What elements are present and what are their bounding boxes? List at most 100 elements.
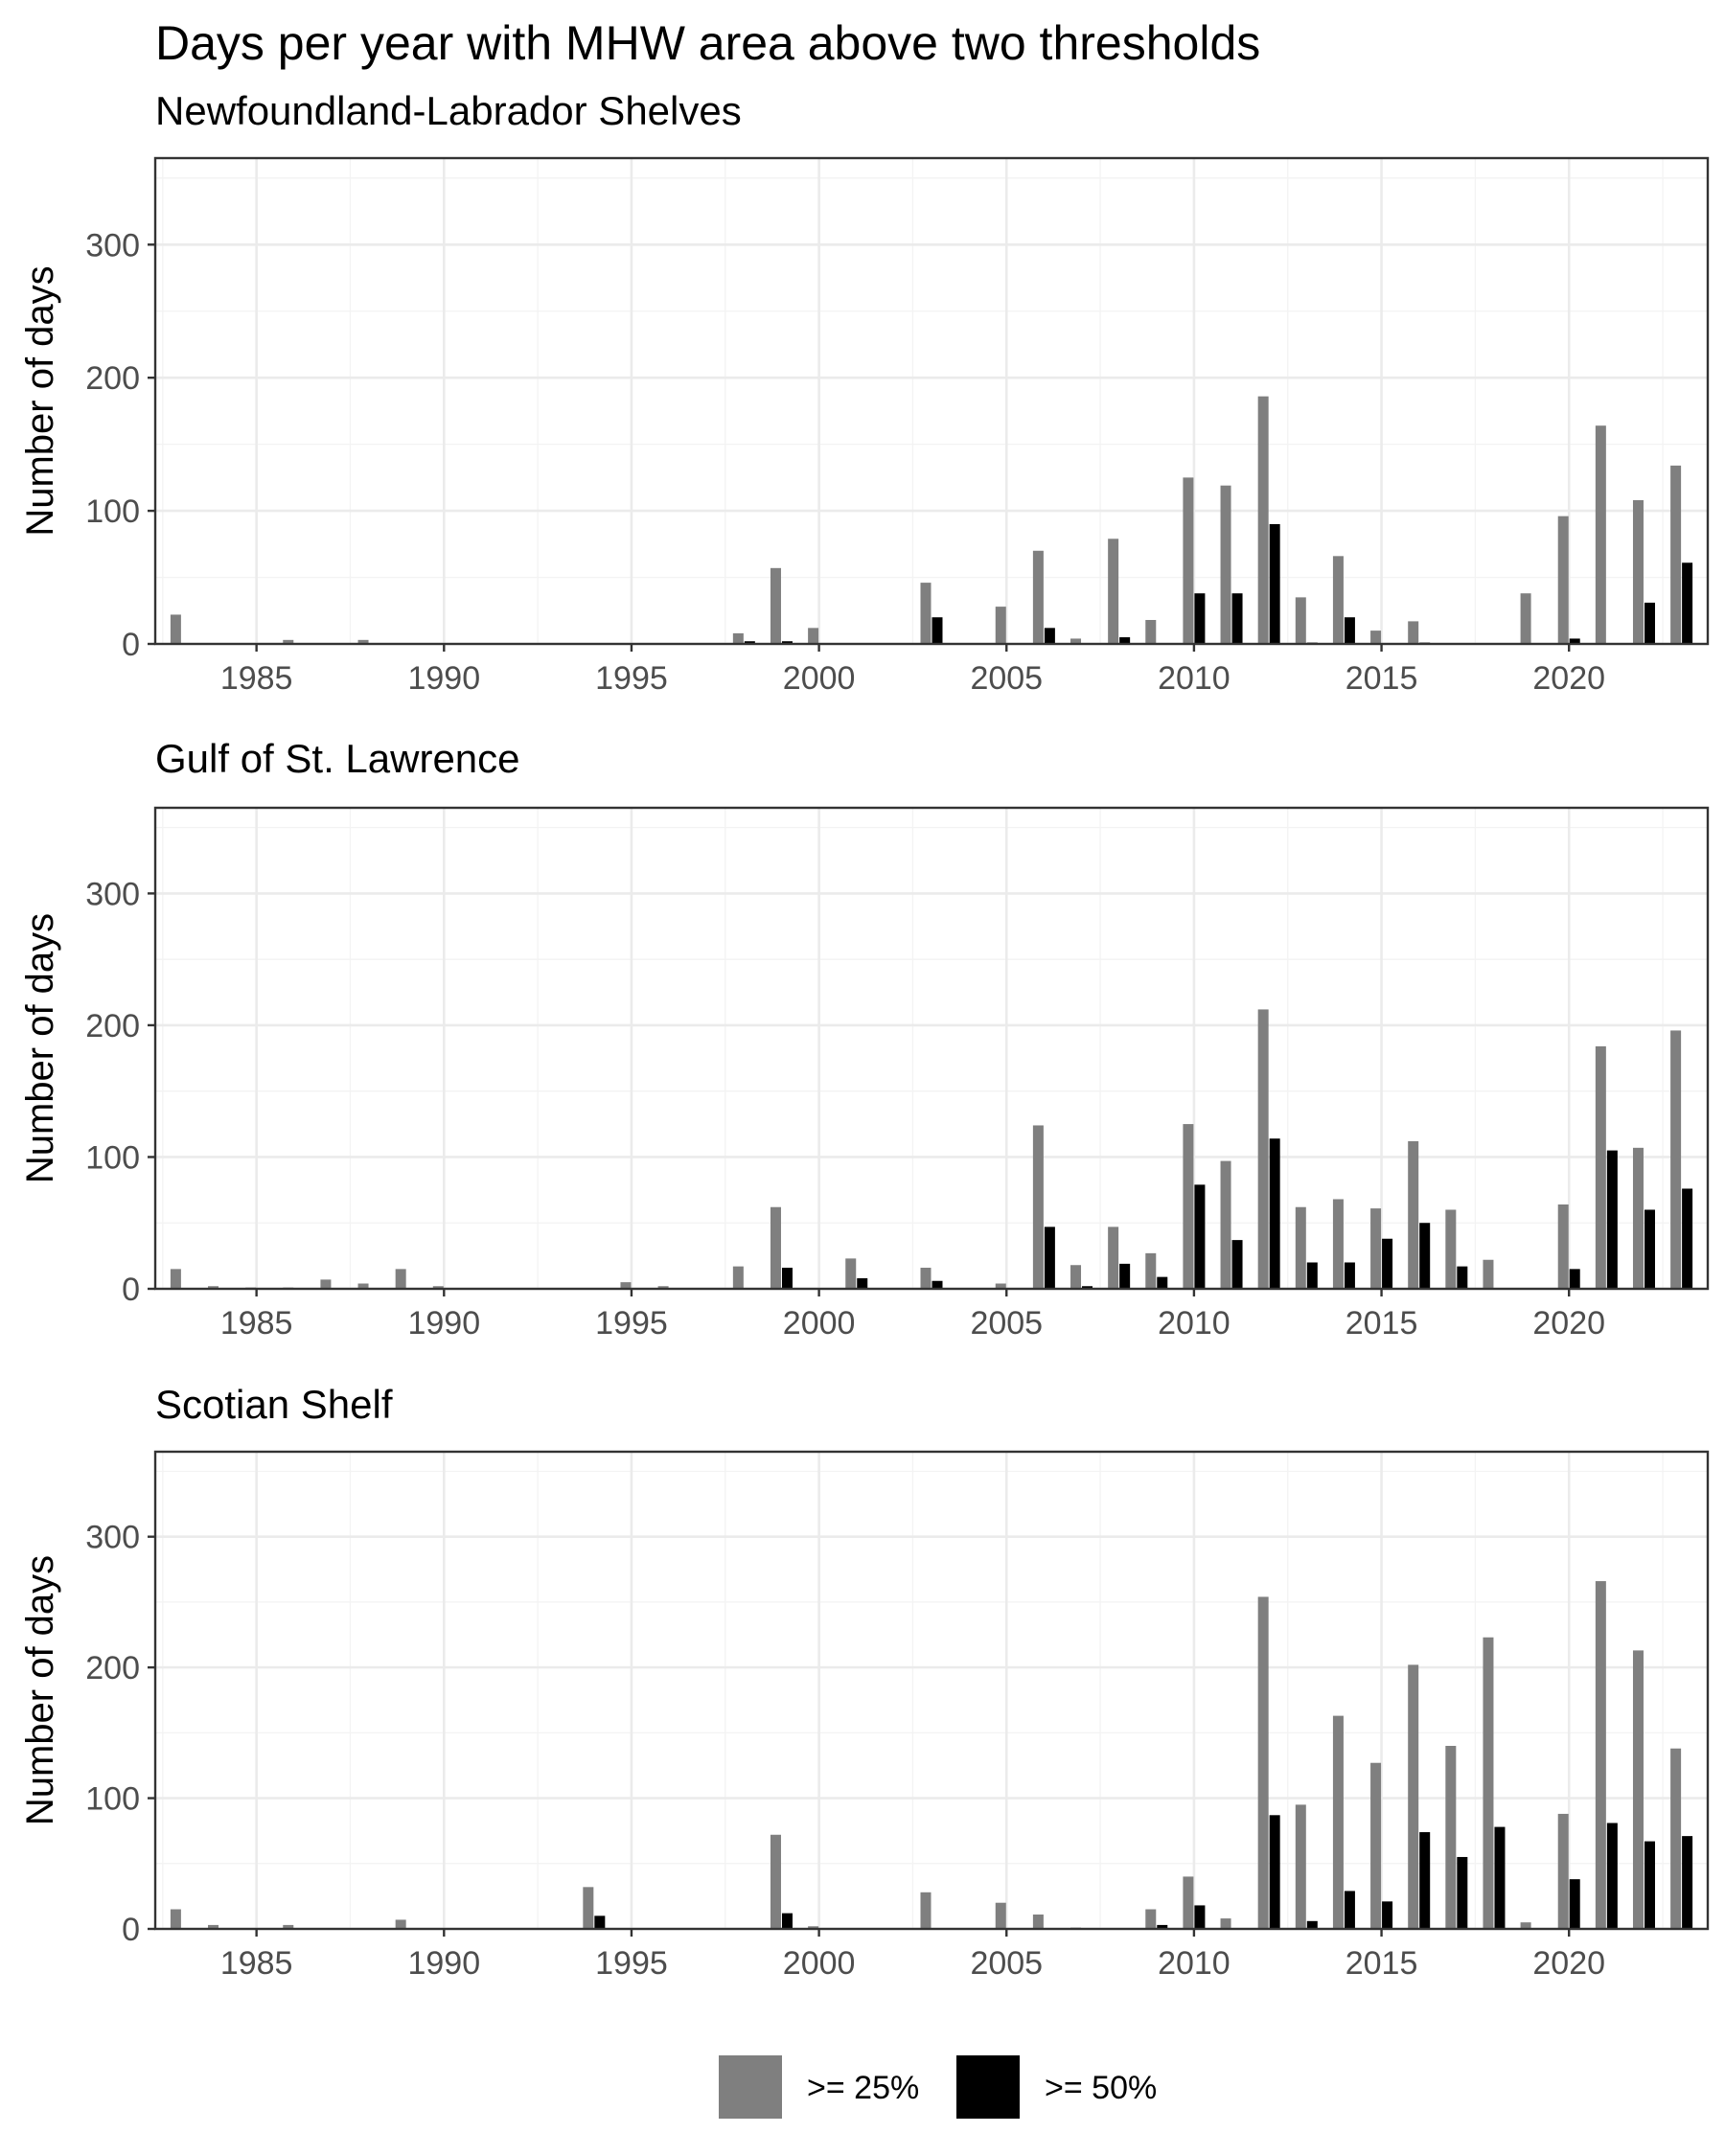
bar-ge25-2020 [1557, 516, 1569, 644]
legend-item-2: >= 50% [956, 2055, 1157, 2119]
bar-ge25-2009 [1145, 1909, 1157, 1929]
bar-ge25-2006 [1032, 1125, 1044, 1289]
bar-ge25-2005 [995, 1283, 1006, 1289]
bar-ge50-2003 [932, 1280, 943, 1289]
y-axis-title: Number of days [19, 265, 61, 536]
bar-ge25-1998 [732, 632, 744, 644]
x-tick-label: 2010 [1158, 1305, 1230, 1342]
plot-background [155, 808, 1708, 1289]
bar-ge25-2014 [1332, 1199, 1344, 1289]
panel-1: Newfoundland-Labrador Shelves 0 100 200 300 1… [19, 88, 1710, 697]
bar-ge50-2014 [1344, 617, 1355, 644]
bar-ge50-2001 [857, 1278, 868, 1289]
bar-ge50-1999 [781, 1267, 793, 1289]
y-tick-label: 100 [85, 1139, 140, 1176]
bar-ge25-2021 [1595, 425, 1606, 644]
bar-ge25-1988 [357, 1283, 369, 1289]
bar-ge25-2015 [1370, 631, 1382, 644]
bar-ge25-2017 [1445, 1745, 1457, 1929]
bar-ge50-2012 [1269, 523, 1280, 644]
bar-ge25-2022 [1632, 499, 1644, 644]
bar-ge25-1983 [170, 1269, 181, 1289]
bar-ge50-2023 [1682, 562, 1693, 644]
bar-ge25-2011 [1220, 1160, 1231, 1289]
bar-ge50-2009 [1157, 1276, 1168, 1289]
x-tick-label: 1985 [220, 1945, 293, 1982]
bar-ge25-2020 [1557, 1813, 1569, 1929]
y-tick-label: 300 [85, 227, 140, 264]
bar-ge50-2020 [1569, 1269, 1580, 1289]
bar-ge25-1999 [770, 1206, 781, 1289]
bar-ge25-2003 [920, 1267, 932, 1289]
bar-ge50-2013 [1306, 1262, 1318, 1289]
bar-ge25-1990 [432, 1286, 444, 1289]
bar-ge25-2013 [1295, 1804, 1306, 1929]
bar-ge25-2016 [1408, 1664, 1419, 1929]
bar-ge25-2022 [1632, 1650, 1644, 1929]
bar-ge50-1999 [781, 641, 793, 644]
bar-ge25-2007 [1070, 1265, 1082, 1289]
bar-ge25-2000 [808, 1926, 819, 1929]
bar-ge25-2014 [1332, 556, 1344, 644]
bar-ge25-2010 [1183, 1876, 1194, 1929]
y-tick-label: 100 [85, 1781, 140, 1818]
bar-ge50-2023 [1682, 1836, 1693, 1929]
bar-ge25-1984 [208, 1286, 219, 1289]
x-tick-label: 2010 [1158, 1945, 1230, 1982]
x-tick-label: 1990 [407, 1945, 480, 1982]
bar-ge25-1988 [357, 639, 369, 644]
x-tick-label: 2000 [783, 1945, 856, 1982]
y-axis-title: Number of days [19, 913, 61, 1183]
x-tick-label: 2015 [1346, 1305, 1418, 1342]
bar-ge50-2017 [1457, 1266, 1468, 1289]
bar-ge25-2023 [1670, 1748, 1682, 1929]
y-tick-label: 200 [85, 360, 140, 397]
chart-title: Days per year with MHW area above two th… [155, 16, 1260, 70]
y-tick-label: 200 [85, 1008, 140, 1044]
bar-ge25-1989 [395, 1919, 406, 1929]
bar-ge25-2011 [1220, 485, 1231, 644]
panel-border [153, 806, 1710, 1291]
bar-ge25-2012 [1257, 1009, 1269, 1289]
x-tick-label: 2020 [1532, 1945, 1605, 1982]
bar-ge50-2022 [1644, 602, 1655, 644]
bar-ge50-2008 [1119, 637, 1131, 644]
bar-ge25-2016 [1408, 1140, 1419, 1289]
bar-ge50-2015 [1382, 1901, 1393, 1929]
bar-ge25-2021 [1595, 1581, 1606, 1929]
x-tick-label: 2005 [970, 1945, 1043, 1982]
x-tick-label: 2010 [1158, 660, 1230, 697]
x-tick-label: 2020 [1532, 1305, 1605, 1342]
bar-ge25-2003 [920, 1892, 932, 1929]
bar-ge25-1983 [170, 614, 181, 644]
bar-ge25-2014 [1332, 1715, 1344, 1929]
y-tick-label: 0 [122, 1272, 140, 1308]
x-tick-label: 1990 [407, 1305, 480, 1342]
x-tick-label: 2000 [783, 1305, 856, 1342]
bar-ge50-2015 [1382, 1238, 1393, 1289]
bar-ge25-2013 [1295, 597, 1306, 644]
panels: Newfoundland-Labrador Shelves 0 100 200 300 1… [19, 88, 1710, 1982]
bar-ge50-2021 [1606, 1150, 1618, 1289]
bar-ge25-1986 [283, 639, 294, 644]
x-tick-label: 2000 [783, 660, 856, 697]
legend-swatch [956, 2055, 1020, 2119]
legend-swatch [719, 2055, 782, 2119]
bar-ge50-1999 [781, 1913, 793, 1929]
x-tick-label: 1995 [595, 1945, 668, 1982]
bar-ge25-2012 [1257, 1596, 1269, 1929]
bar-ge25-2007 [1070, 638, 1082, 644]
bar-ge25-1989 [395, 1269, 406, 1289]
bar-ge25-2013 [1295, 1206, 1306, 1289]
bar-ge50-2013 [1306, 1920, 1318, 1929]
x-tick-label: 2015 [1346, 660, 1418, 697]
bar-ge50-2012 [1269, 1138, 1280, 1289]
bar-ge25-2009 [1145, 1252, 1157, 1289]
panel-3: Scotian Shelf 0 100 200 300 1985 1990 1995 2000 2… [19, 1382, 1710, 1982]
bar-ge50-2010 [1194, 1905, 1206, 1929]
x-tick-label: 1985 [220, 1305, 293, 1342]
bar-ge25-1987 [320, 1279, 332, 1289]
legend-label: >= 50% [1045, 2070, 1157, 2106]
bar-ge50-2022 [1644, 1841, 1655, 1929]
